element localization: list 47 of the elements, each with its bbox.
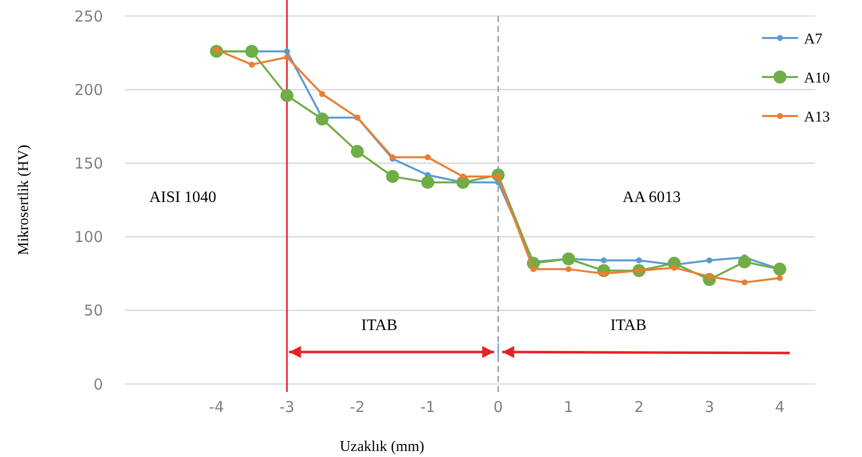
point xyxy=(284,48,290,54)
point xyxy=(316,112,329,126)
point xyxy=(742,279,748,286)
x-axis-title: Uzaklık (mm) xyxy=(340,439,424,455)
y-tick-label: 250 xyxy=(74,7,103,26)
point xyxy=(319,91,326,98)
annotation: AA 6013 xyxy=(622,189,681,206)
x-tick-label: 3 xyxy=(704,398,714,416)
point xyxy=(280,88,294,102)
annotation: ITAB xyxy=(610,317,646,334)
x-tick-label: -3 xyxy=(279,398,294,416)
point xyxy=(421,176,434,189)
legend-label: A7 xyxy=(804,31,823,48)
point xyxy=(738,255,752,268)
y-tick-label: 0 xyxy=(93,375,103,394)
point xyxy=(460,173,466,180)
x-tick-label: -2 xyxy=(350,398,365,416)
y-tick-label: 200 xyxy=(74,80,103,99)
point xyxy=(530,266,536,272)
legend-label: A10 xyxy=(804,70,830,86)
point xyxy=(562,252,576,266)
point xyxy=(284,54,290,60)
point xyxy=(248,62,255,68)
point xyxy=(566,266,572,272)
point xyxy=(706,257,712,264)
x-tick-label: -1 xyxy=(420,398,436,416)
point xyxy=(386,170,400,183)
x-tick-label: 0 xyxy=(493,398,503,416)
point xyxy=(636,257,642,264)
point xyxy=(600,257,607,264)
y-axis-title: Mikrosertlik (HV) xyxy=(16,144,32,256)
point xyxy=(671,264,678,271)
y-tick-label: 100 xyxy=(74,228,103,246)
y-tick-label: 150 xyxy=(74,154,103,172)
point xyxy=(773,262,786,276)
x-tick-label: 2 xyxy=(634,398,644,416)
annotation: ITAB xyxy=(361,317,398,334)
x-tick-label: -4 xyxy=(209,398,224,416)
point xyxy=(245,44,258,58)
point xyxy=(424,154,431,160)
y-tick-label: 50 xyxy=(84,302,103,320)
point xyxy=(350,144,364,158)
x-tick-label: 1 xyxy=(564,398,574,416)
legend-label: A13 xyxy=(804,109,830,126)
x-tick-label: 4 xyxy=(775,398,785,416)
annotation: AISI 1040 xyxy=(149,189,216,206)
point xyxy=(776,275,783,282)
